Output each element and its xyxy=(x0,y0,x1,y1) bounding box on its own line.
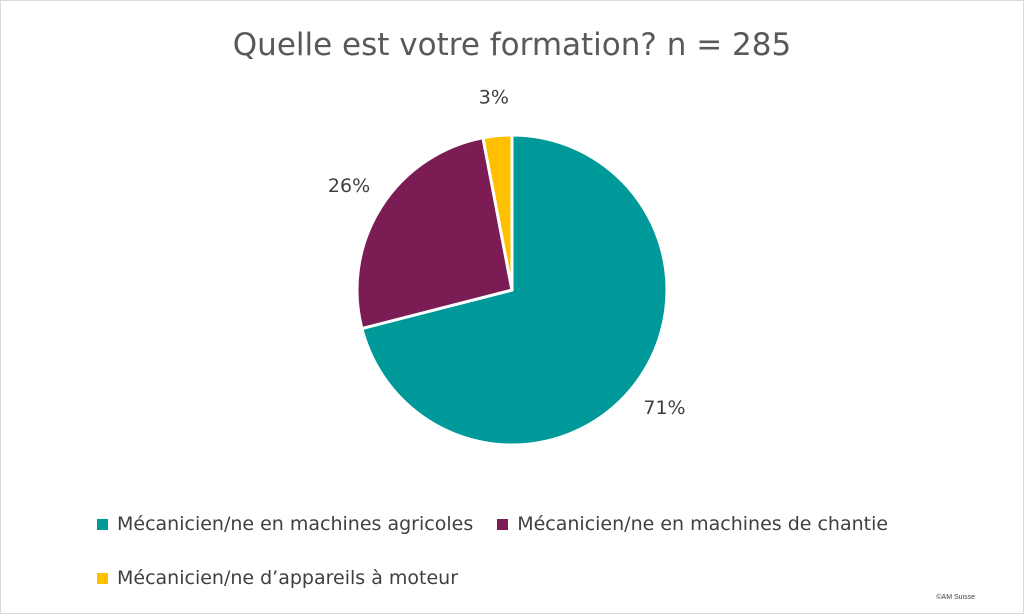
legend-swatch-3 xyxy=(97,572,108,584)
pie-slice-2 xyxy=(355,136,514,331)
legend-swatch-1 xyxy=(97,518,108,530)
pie-chart: 71% 26% 3% xyxy=(328,86,686,447)
data-label-2: 26% xyxy=(328,175,370,197)
pie-slice-3 xyxy=(481,133,514,292)
chart-title: Quelle est votre formation? n = 285 xyxy=(232,27,792,63)
legend-label-3: Mécanicien/ne d’appareils à moteur xyxy=(117,567,459,589)
legend-swatch-2 xyxy=(497,518,509,530)
legend-item-3: Mécanicien/ne d’appareils à moteur xyxy=(97,567,458,589)
legend-label-2: Mécanicien/ne en machines de chantie xyxy=(517,513,889,535)
data-label-3: 3% xyxy=(479,86,509,108)
pie-slice-1 xyxy=(360,133,669,447)
legend-label-1: Mécanicien/ne en machines agricoles xyxy=(117,513,474,535)
chart-legend: Mécanicien/ne en machines agricoles Mécan… xyxy=(97,513,997,589)
legend-item-2: Mécanicien/ne en machines de chantie xyxy=(497,513,888,535)
legend-item-1: Mécanicien/ne en machines agricoles xyxy=(97,513,473,535)
data-label-1: 71% xyxy=(643,397,685,419)
copyright-notice: ©AM Suisse xyxy=(936,594,975,601)
